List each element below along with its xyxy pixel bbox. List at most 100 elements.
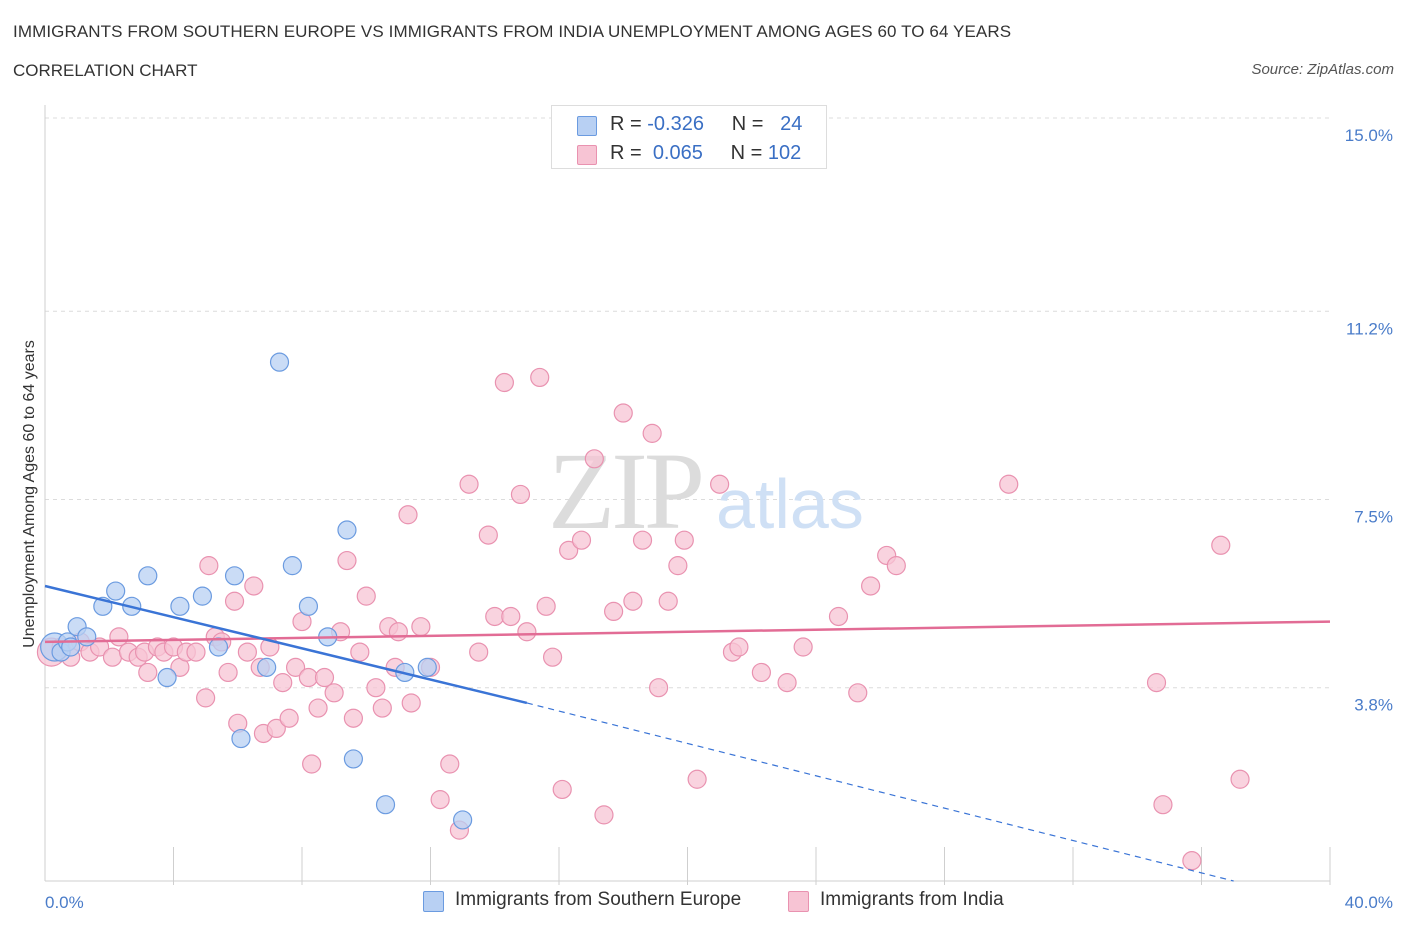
chart-subtitle: CORRELATION CHART [13, 61, 198, 80]
india-point [343, 708, 363, 728]
stats-legend: R = -0.326 N = 24 R = 0.065 N = 102 [551, 105, 827, 169]
india-point [237, 642, 257, 662]
legend-n-value: 102 [767, 142, 802, 164]
legend-row-india: R = 0.065 N = 102 [552, 140, 826, 168]
india-point [337, 550, 357, 571]
india-point [285, 657, 306, 677]
india-point [350, 642, 370, 662]
source-label: Source: ZipAtlas.com [1251, 61, 1394, 78]
india-point [302, 754, 322, 774]
y-tick-label: 3.8% [1354, 696, 1393, 715]
india-point [196, 688, 216, 708]
chart-title: IMMIGRANTS FROM SOUTHERN EUROPE VS IMMIG… [13, 22, 1012, 41]
india-point [324, 683, 344, 703]
india-point [793, 637, 813, 657]
india-point [613, 403, 633, 423]
india-point [266, 718, 286, 739]
india-point [848, 683, 868, 703]
southern-europe-point [208, 637, 229, 657]
india-point [273, 673, 293, 693]
india-point [536, 596, 556, 616]
india-point [366, 678, 386, 698]
india-point [411, 617, 431, 637]
india-point [1153, 795, 1173, 815]
india-point [459, 474, 479, 494]
india-point [308, 698, 328, 718]
x-tick-label-max: 40.0% [1345, 893, 1393, 912]
y-tick-labels: 3.8% 7.5% 11.2% 15.0% [1345, 126, 1393, 715]
india-point [861, 576, 881, 596]
india-point [542, 647, 563, 667]
bottom-legend-label: Immigrants from Southern Europe [455, 889, 742, 910]
bottom-legend-swatch-blue [423, 891, 444, 912]
india-point [138, 662, 158, 683]
legend-r-label: R = [610, 113, 642, 135]
india-point [604, 601, 624, 622]
india-point [571, 530, 592, 550]
southern-europe-trend-extension [526, 702, 1234, 882]
india-point [388, 622, 408, 642]
india-point [1182, 851, 1202, 871]
india-point [642, 423, 662, 443]
india-point [1146, 673, 1167, 693]
india-point [218, 662, 238, 683]
india-point [244, 576, 264, 596]
southern-europe-point [453, 810, 473, 830]
india-point [674, 530, 694, 550]
southern-europe-point [257, 657, 277, 677]
bottom-legend-label: Immigrants from India [820, 889, 1004, 910]
india-point [777, 673, 797, 693]
india-point [648, 678, 669, 698]
india-point [279, 708, 299, 728]
southern-europe-trend-line [44, 584, 528, 705]
india-point [102, 647, 123, 667]
india-point [999, 474, 1019, 494]
legend-n-value: 24 [780, 113, 803, 135]
india-point [751, 662, 771, 683]
southern-europe-point [224, 566, 245, 586]
india-point [729, 637, 749, 657]
india-point [401, 693, 421, 713]
trend-lines [44, 584, 1331, 882]
india-point [687, 769, 707, 789]
southern-europe-point [269, 352, 290, 372]
x-ticks [173, 847, 1331, 885]
india-point [494, 372, 514, 393]
southern-europe-point [106, 581, 126, 601]
india-point [199, 556, 219, 576]
legend-r-value: 0.065 [652, 142, 703, 164]
india-point [224, 591, 245, 611]
india-point [552, 779, 572, 800]
southern-europe-point [282, 556, 302, 576]
legend-r-value: -0.326 [647, 113, 704, 135]
x-tick-label-min: 0.0% [45, 893, 84, 912]
india-point [584, 449, 604, 469]
legend-n-label: N = [731, 113, 764, 135]
india-point [828, 606, 849, 627]
india-point [372, 698, 392, 718]
india-point [594, 805, 614, 825]
y-tick-label: 7.5% [1354, 508, 1393, 527]
india-point [559, 540, 579, 560]
india-point [90, 637, 110, 657]
legend-row-southern-europe: R = -0.326 N = 24 [552, 111, 826, 139]
southern-europe-point [298, 596, 319, 616]
india-point [186, 642, 206, 662]
watermark: ZIP atlas [548, 430, 864, 552]
india-point [430, 790, 450, 810]
legend-swatch-pink [577, 145, 597, 165]
y-tick-label: 11.2% [1346, 319, 1393, 338]
india-point [298, 667, 319, 688]
series-india-points [36, 367, 1250, 871]
southern-europe-point [170, 596, 190, 616]
southern-europe-point [417, 657, 437, 677]
southern-europe-point [77, 627, 97, 647]
india-point [501, 606, 521, 627]
legend-n-label: N = [730, 142, 763, 164]
y-tick-label: 15.0% [1345, 126, 1393, 145]
watermark-zip: ZIP [548, 430, 701, 552]
southern-europe-point [343, 749, 363, 769]
india-point [398, 505, 418, 525]
bottom-legend-swatch-pink [788, 891, 809, 912]
